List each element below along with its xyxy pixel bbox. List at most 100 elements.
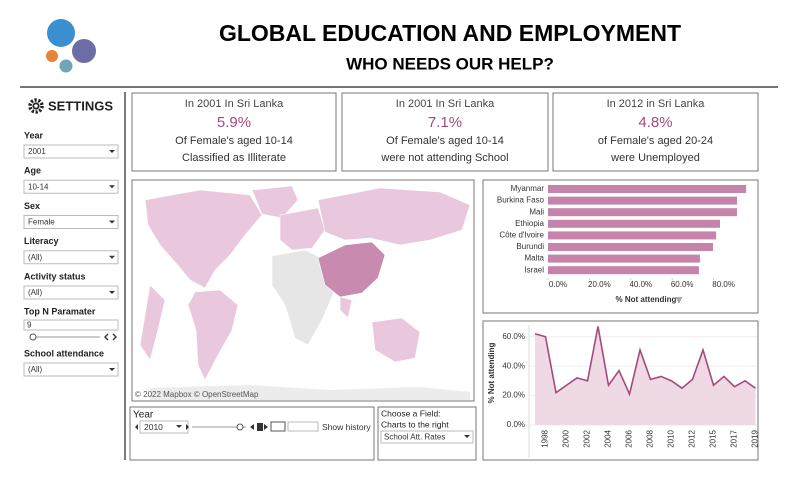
stepper[interactable] [104, 333, 117, 341]
field-control: Choose a Field: Charts to the right Scho… [377, 406, 477, 461]
kpi-value: 7.1% [428, 114, 462, 131]
dropdown-arrow [109, 185, 115, 189]
kpi-heading: In 2012 in Sri Lanka [607, 98, 706, 110]
dropdown-value: 10-14 [28, 182, 49, 191]
kpi-card [341, 92, 549, 172]
filter-label: Age [24, 166, 41, 176]
x-tick-label: 2017 [730, 429, 739, 447]
x-tick-label: 20.0% [588, 280, 611, 289]
land-west [139, 284, 166, 361]
bar [548, 219, 721, 228]
x-tick-label: 2000 [562, 429, 571, 447]
dropdown-value: 2001 [28, 147, 46, 156]
x-tick-label: 2006 [625, 429, 634, 447]
category-label: Ethiopia [515, 219, 544, 228]
input-value: 9 [27, 321, 32, 330]
dropdown[interactable] [23, 215, 119, 229]
greenland [251, 185, 299, 219]
dropdown[interactable] [380, 430, 474, 444]
x-axis-title: % Not attending [616, 295, 677, 304]
bar [548, 266, 699, 275]
top-n: Top N Paramater 9 [23, 306, 119, 341]
category-label: Burundi [516, 242, 544, 251]
kpi-value: 5.9% [217, 114, 251, 131]
dropdown[interactable] [23, 144, 119, 159]
x-tick-label: 1998 [541, 429, 550, 447]
kpi-heading: In 2001 In Sri Lanka [185, 98, 284, 110]
x-tick-label: 2002 [583, 429, 592, 447]
bar [548, 254, 700, 263]
x-tick-label: 80.0% [712, 280, 735, 289]
bar [548, 185, 747, 193]
dropdown-value: (All) [28, 365, 43, 374]
x-tick-label: 2008 [646, 429, 655, 447]
kpi-card [552, 92, 759, 172]
filter-label: Top N Paramater [24, 306, 96, 316]
input[interactable] [23, 319, 119, 331]
kpi-line: Of Female's aged 10-14 [175, 135, 293, 147]
dropdown-arrow [109, 368, 115, 371]
y-axis-title: % Not attending [487, 342, 496, 403]
history-toggle[interactable] [287, 421, 319, 432]
europe [279, 207, 326, 251]
slider-knob[interactable] [236, 423, 244, 431]
playback[interactable] [250, 423, 268, 431]
bar [548, 208, 737, 217]
subtitle: WHO NEEDS OUR HELP? [346, 54, 554, 73]
speed[interactable] [270, 421, 286, 432]
dropdown[interactable] [23, 285, 119, 300]
category-label: Myanmar [511, 184, 545, 193]
kpi-line: were Unemployed [610, 152, 700, 164]
dropdown-arrow [109, 220, 115, 224]
dropdown-value: School Att. Rates [384, 433, 445, 442]
title: GLOBAL EDUCATION AND EMPLOYMENT [219, 20, 681, 46]
filter-label: School attendance [24, 348, 104, 358]
antarctica [150, 385, 470, 400]
settings-title: SETTINGS [48, 98, 113, 113]
kpi-line: Of Female's aged 10-14 [386, 135, 504, 147]
x-tick-label: 2010 [667, 429, 676, 447]
filter-label: Literacy [24, 236, 59, 246]
year-control: Year 2010 Show history [129, 406, 375, 461]
x-tick-label: 2004 [604, 429, 613, 447]
dropdown-value: (All) [28, 253, 43, 262]
category-label: Israel [524, 265, 544, 274]
next[interactable] [186, 424, 189, 430]
category-label: Malta [524, 254, 544, 263]
x-tick-label: 2015 [709, 429, 718, 447]
line [534, 326, 756, 397]
dropdown[interactable] [23, 250, 119, 265]
control-label: Year [133, 410, 154, 421]
bar [548, 243, 713, 251]
settings-icon [28, 98, 44, 114]
bar [548, 231, 717, 240]
dropdown-arrow [176, 425, 182, 428]
africa [271, 249, 336, 346]
kpi-line: Classified as Illiterate [182, 152, 286, 164]
slider-knob[interactable] [29, 333, 37, 341]
category-label: Côte d'Ivoire [499, 231, 544, 240]
field-hint: Charts to the right [381, 419, 449, 429]
dropdown-arrow [109, 291, 115, 294]
kpi-card [131, 92, 337, 172]
north-america [144, 189, 263, 289]
kpi-value: 4.8% [638, 114, 672, 131]
dropdown[interactable] [23, 179, 119, 194]
category-label: Mali [529, 207, 544, 216]
y-tick-label: 20.0% [502, 391, 525, 400]
filter-label: Activity status [24, 271, 86, 281]
x-tick-label: 2012 [688, 429, 697, 447]
map: © 2022 Mapbox © OpenStreetMap [131, 179, 475, 402]
australia [371, 317, 421, 363]
dropdown-arrow [109, 150, 115, 153]
india [339, 296, 353, 319]
x-tick-label: 2019 [751, 429, 760, 447]
kpi-heading: In 2001 In Sri Lanka [396, 98, 495, 110]
dropdown-arrow [109, 255, 115, 259]
prev[interactable] [135, 424, 138, 430]
kpi-line: of Female's aged 20-24 [598, 135, 713, 147]
dropdown[interactable] [23, 362, 119, 377]
category-label: Burkina Faso [497, 196, 545, 205]
kpi-line: were not attending School [380, 152, 508, 164]
